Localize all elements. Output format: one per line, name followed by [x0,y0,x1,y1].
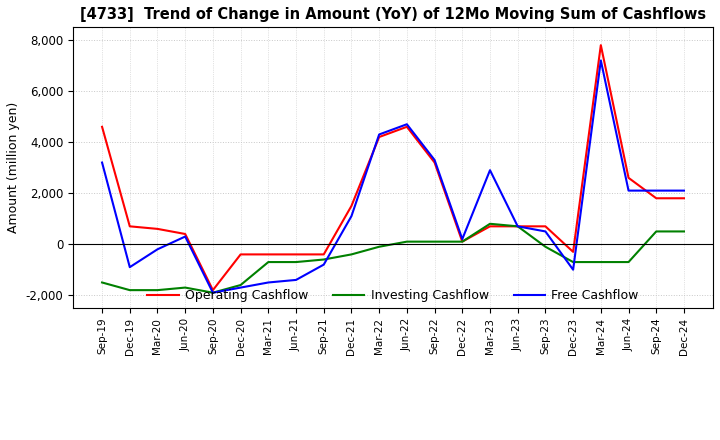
Investing Cashflow [541,244,550,249]
Investing Cashflow [569,260,577,265]
Operating Cashflow [431,160,439,165]
Operating Cashflow [236,252,245,257]
Investing Cashflow [292,260,300,265]
Free Cashflow [320,262,328,267]
Operating Cashflow [320,252,328,257]
Legend: Operating Cashflow, Investing Cashflow, Free Cashflow: Operating Cashflow, Investing Cashflow, … [143,284,644,308]
Operating Cashflow [596,43,605,48]
Free Cashflow [541,229,550,234]
Free Cashflow [402,121,411,127]
Operating Cashflow [209,287,217,293]
Free Cashflow [458,236,467,242]
Operating Cashflow [181,231,189,237]
Investing Cashflow [680,229,688,234]
Free Cashflow [236,285,245,290]
Free Cashflow [153,247,162,252]
Investing Cashflow [181,285,189,290]
Free Cashflow [596,58,605,63]
Free Cashflow [125,264,134,270]
Line: Investing Cashflow: Investing Cashflow [102,224,684,293]
Free Cashflow [347,213,356,219]
Operating Cashflow [375,134,384,139]
Investing Cashflow [652,229,660,234]
Free Cashflow [292,277,300,282]
Operating Cashflow [541,224,550,229]
Free Cashflow [264,280,273,285]
Investing Cashflow [513,224,522,229]
Operating Cashflow [292,252,300,257]
Investing Cashflow [596,260,605,265]
Investing Cashflow [153,287,162,293]
Free Cashflow [98,160,107,165]
Operating Cashflow [513,224,522,229]
Free Cashflow [513,224,522,229]
Operating Cashflow [153,226,162,231]
Title: [4733]  Trend of Change in Amount (YoY) of 12Mo Moving Sum of Cashflows: [4733] Trend of Change in Amount (YoY) o… [80,7,706,22]
Investing Cashflow [125,287,134,293]
Line: Operating Cashflow: Operating Cashflow [102,45,684,290]
Investing Cashflow [458,239,467,244]
Operating Cashflow [347,203,356,209]
Y-axis label: Amount (million yen): Amount (million yen) [7,102,20,233]
Investing Cashflow [236,282,245,288]
Operating Cashflow [125,224,134,229]
Operating Cashflow [680,196,688,201]
Investing Cashflow [98,280,107,285]
Operating Cashflow [98,124,107,129]
Line: Free Cashflow: Free Cashflow [102,60,684,293]
Investing Cashflow [431,239,439,244]
Investing Cashflow [320,257,328,262]
Investing Cashflow [624,260,633,265]
Investing Cashflow [264,260,273,265]
Operating Cashflow [569,249,577,254]
Operating Cashflow [264,252,273,257]
Operating Cashflow [624,175,633,180]
Free Cashflow [181,234,189,239]
Free Cashflow [486,168,495,173]
Free Cashflow [375,132,384,137]
Free Cashflow [652,188,660,193]
Free Cashflow [680,188,688,193]
Investing Cashflow [347,252,356,257]
Investing Cashflow [209,290,217,295]
Free Cashflow [209,290,217,295]
Operating Cashflow [458,239,467,244]
Investing Cashflow [375,244,384,249]
Free Cashflow [624,188,633,193]
Free Cashflow [431,158,439,163]
Operating Cashflow [486,224,495,229]
Operating Cashflow [402,124,411,129]
Free Cashflow [569,267,577,272]
Operating Cashflow [652,196,660,201]
Investing Cashflow [486,221,495,227]
Investing Cashflow [402,239,411,244]
